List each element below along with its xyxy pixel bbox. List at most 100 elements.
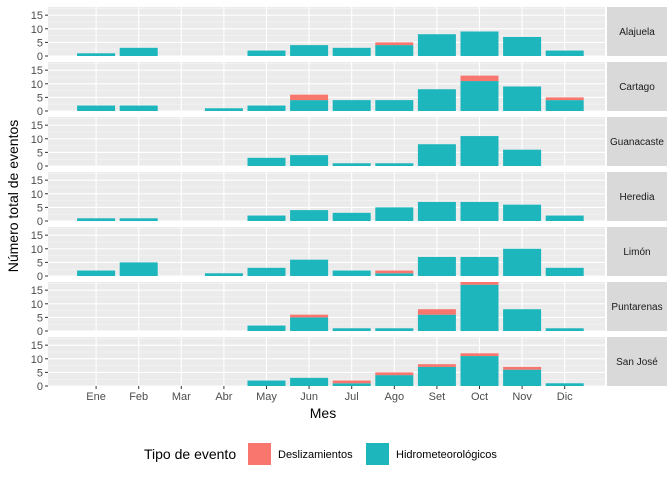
bar-hidrometeorologicos — [247, 267, 286, 276]
bar-hidrometeorologicos — [503, 204, 542, 221]
bar-deslizamientos — [545, 97, 584, 101]
bar-hidrometeorologicos — [460, 81, 499, 111]
bar-hidrometeorologicos — [77, 53, 116, 56]
bar-hidrometeorologicos — [545, 215, 584, 221]
facet-strip-label: Alajuela — [619, 27, 655, 38]
bar-hidrometeorologicos — [247, 157, 286, 166]
bar-hidrometeorologicos — [332, 47, 371, 56]
facet-panel: 0 510 15 Cartago — [31, 62, 667, 118]
facet-strip — [607, 227, 667, 276]
bar-hidrometeorologicos — [247, 105, 286, 111]
bar-hidrometeorologicos — [247, 380, 286, 386]
bar-hidrometeorologicos — [332, 163, 371, 166]
legend: Tipo de evento Deslizamientos Hidrometeor… — [144, 443, 497, 465]
bar-hidrometeorologicos — [247, 325, 286, 331]
y-tick-label: 5 — [37, 257, 43, 269]
bar-hidrometeorologicos — [503, 309, 542, 331]
bar-hidrometeorologicos — [77, 270, 116, 276]
facet-panels: 051015Alajuela051015Cartago051015Guanaca… — [31, 7, 667, 393]
x-tick-label: Jul — [345, 391, 359, 403]
bar-hidrometeorologicos — [417, 256, 456, 276]
bar-hidrometeorologicos — [460, 284, 499, 331]
x-axis: Ene Feb Mar Abr May Jun Jul Ago Set Oct Nov Dic — [86, 386, 573, 403]
bar-hidrometeorologicos — [417, 201, 456, 221]
y-tick-label: 15 — [31, 230, 43, 242]
bar-hidrometeorologicos — [545, 50, 584, 56]
facet-strip-label: Cartago — [619, 82, 655, 93]
bar-deslizamientos — [417, 309, 456, 315]
x-tick-label: Feb — [129, 391, 148, 403]
bar-hidrometeorologicos — [290, 155, 329, 166]
facet-strip-label: San José — [616, 357, 658, 368]
bar-hidrometeorologicos — [204, 108, 243, 111]
facet-strip — [607, 337, 667, 386]
bar-hidrometeorologicos — [77, 105, 116, 111]
x-tick-label: Mar — [172, 391, 191, 403]
y-tick-label: 0 — [37, 161, 43, 173]
y-tick-label: 15 — [31, 285, 43, 297]
y-tick-label: 0 — [37, 106, 43, 118]
y-tick-label: 5 — [37, 367, 43, 379]
y-tick-label: 10 — [31, 354, 43, 366]
facet-strip — [607, 62, 667, 111]
facet-panel: 0 510 15 Guanacaste — [31, 117, 667, 173]
bar-hidrometeorologicos — [503, 149, 542, 166]
bar-hidrometeorologicos — [375, 328, 414, 331]
bar-hidrometeorologicos — [332, 100, 371, 111]
facet-panel: 0 510 15 San José — [31, 337, 667, 393]
x-tick-label: Set — [429, 391, 446, 403]
bar-hidrometeorologicos — [290, 259, 329, 276]
y-tick-label: 10 — [31, 244, 43, 256]
bar-hidrometeorologicos — [417, 366, 456, 386]
y-tick-label: 10 — [31, 24, 43, 36]
x-tick-label: Ago — [385, 391, 405, 403]
facet-panel: 0 510 15 Puntarenas — [31, 282, 667, 338]
bar-hidrometeorologicos — [460, 136, 499, 166]
facet-strip-label: Limón — [623, 247, 650, 258]
x-tick-label: Abr — [215, 391, 232, 403]
y-tick-label: 10 — [31, 299, 43, 311]
y-tick-label: 15 — [31, 65, 43, 77]
bar-hidrometeorologicos — [119, 105, 158, 111]
facet-strip — [607, 7, 667, 56]
bar-hidrometeorologicos — [332, 270, 371, 276]
bar-deslizamientos — [375, 42, 414, 46]
facet-strip-label: Puntarenas — [611, 302, 662, 313]
y-tick-label: 10 — [31, 189, 43, 201]
y-tick-label: 0 — [37, 381, 43, 393]
bar-hidrometeorologicos — [545, 383, 584, 386]
bar-hidrometeorologicos — [247, 215, 286, 221]
bar-hidrometeorologicos — [503, 369, 542, 386]
x-tick-label: May — [256, 391, 277, 403]
bar-hidrometeorologicos — [332, 212, 371, 221]
bar-hidrometeorologicos — [119, 262, 158, 276]
bar-hidrometeorologicos — [545, 328, 584, 331]
bar-hidrometeorologicos — [332, 383, 371, 386]
bar-hidrometeorologicos — [503, 248, 542, 276]
bar-deslizamientos — [460, 282, 499, 285]
bar-hidrometeorologicos — [290, 210, 329, 221]
bar-hidrometeorologicos — [375, 375, 414, 386]
facet-panel: 0 510 15 Heredia — [31, 172, 667, 228]
bar-deslizamientos — [290, 314, 329, 318]
bar-hidrometeorologicos — [119, 218, 158, 221]
legend-label-deslizamientos: Deslizamientos — [278, 449, 353, 461]
legend-key-hidrometeorologicos — [366, 443, 389, 465]
facet-strip-label: Heredia — [619, 192, 654, 203]
facet-strip — [607, 117, 667, 166]
bar-deslizamientos — [290, 94, 329, 101]
y-tick-label: 0 — [37, 326, 43, 338]
x-tick-label: Nov — [512, 391, 532, 403]
bar-hidrometeorologicos — [375, 163, 414, 166]
bar-hidrometeorologicos — [375, 100, 414, 111]
facet-panel: 0 510 15 Limón — [31, 227, 667, 283]
bar-hidrometeorologicos — [460, 31, 499, 56]
y-tick-label: 15 — [31, 340, 43, 352]
bar-hidrometeorologicos — [247, 50, 286, 56]
bar-hidrometeorologicos — [375, 207, 414, 221]
bar-hidrometeorologicos — [332, 328, 371, 331]
bar-deslizamientos — [460, 353, 499, 357]
y-tick-label: 5 — [37, 312, 43, 324]
y-tick-label: 15 — [31, 175, 43, 187]
y-tick-label: 10 — [31, 134, 43, 146]
